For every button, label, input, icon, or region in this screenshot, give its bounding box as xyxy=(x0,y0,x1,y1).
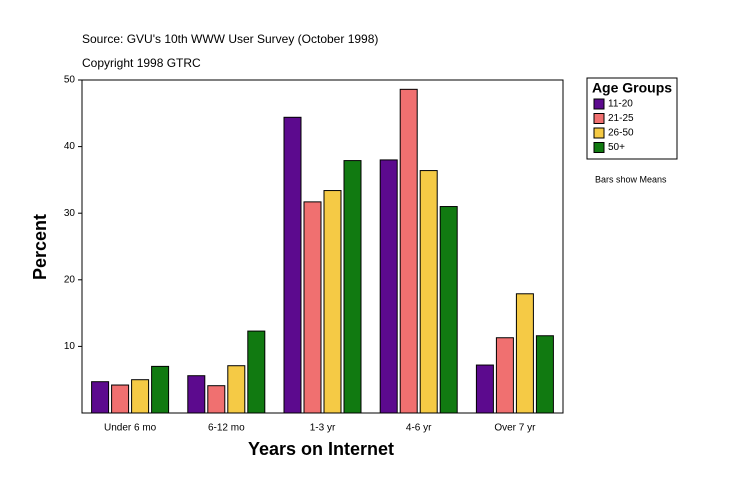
bar xyxy=(343,160,362,414)
bar xyxy=(283,116,302,414)
bar xyxy=(207,385,226,414)
bar xyxy=(515,293,534,414)
y-tick-label: 30 xyxy=(64,208,76,219)
bar xyxy=(151,365,170,414)
bar xyxy=(439,206,458,414)
note: Copyright 1998 GTRC xyxy=(82,56,201,70)
bar xyxy=(247,330,266,414)
y-tick-label: 10 xyxy=(64,341,76,352)
plot-frame xyxy=(81,79,564,414)
bar xyxy=(111,384,130,414)
subtitle: Source: GVU's 10th WWW User Survey (Octo… xyxy=(82,32,378,46)
x-tick-label: Under 6 mo xyxy=(104,423,157,434)
bar xyxy=(399,88,418,414)
bar xyxy=(475,364,494,414)
legend-title: Age Groups xyxy=(592,80,672,96)
legend-label: 26-50 xyxy=(608,128,634,139)
y-tick-label: 20 xyxy=(64,274,76,285)
bar xyxy=(419,170,438,414)
bar xyxy=(303,201,322,414)
x-tick-label: 4-6 yr xyxy=(406,423,432,434)
legend-label: 50+ xyxy=(608,142,625,153)
x-axis-title: Years on Internet xyxy=(248,439,394,459)
legend-swatch xyxy=(593,98,605,110)
legend-swatch xyxy=(593,113,605,124)
legend-label: 21-25 xyxy=(608,113,634,124)
legend-swatch xyxy=(593,142,605,153)
y-tick-label: 40 xyxy=(64,141,76,152)
bar xyxy=(227,365,246,414)
bar xyxy=(187,375,206,414)
y-axis-title: Percent xyxy=(30,214,50,280)
legend-swatch xyxy=(593,127,605,139)
x-tick-label: 6-12 mo xyxy=(208,423,245,434)
bar xyxy=(131,379,150,414)
bar xyxy=(323,190,342,414)
bar xyxy=(379,159,398,414)
bar xyxy=(91,381,110,414)
legend-label: 11-20 xyxy=(608,99,633,110)
y-tick-label: 50 xyxy=(64,75,76,86)
x-tick-label: Over 7 yr xyxy=(494,423,536,434)
bar xyxy=(535,335,554,414)
bar xyxy=(495,337,514,414)
x-tick-label: 1-3 yr xyxy=(310,423,336,434)
annotation: Bars show Means xyxy=(595,174,667,184)
